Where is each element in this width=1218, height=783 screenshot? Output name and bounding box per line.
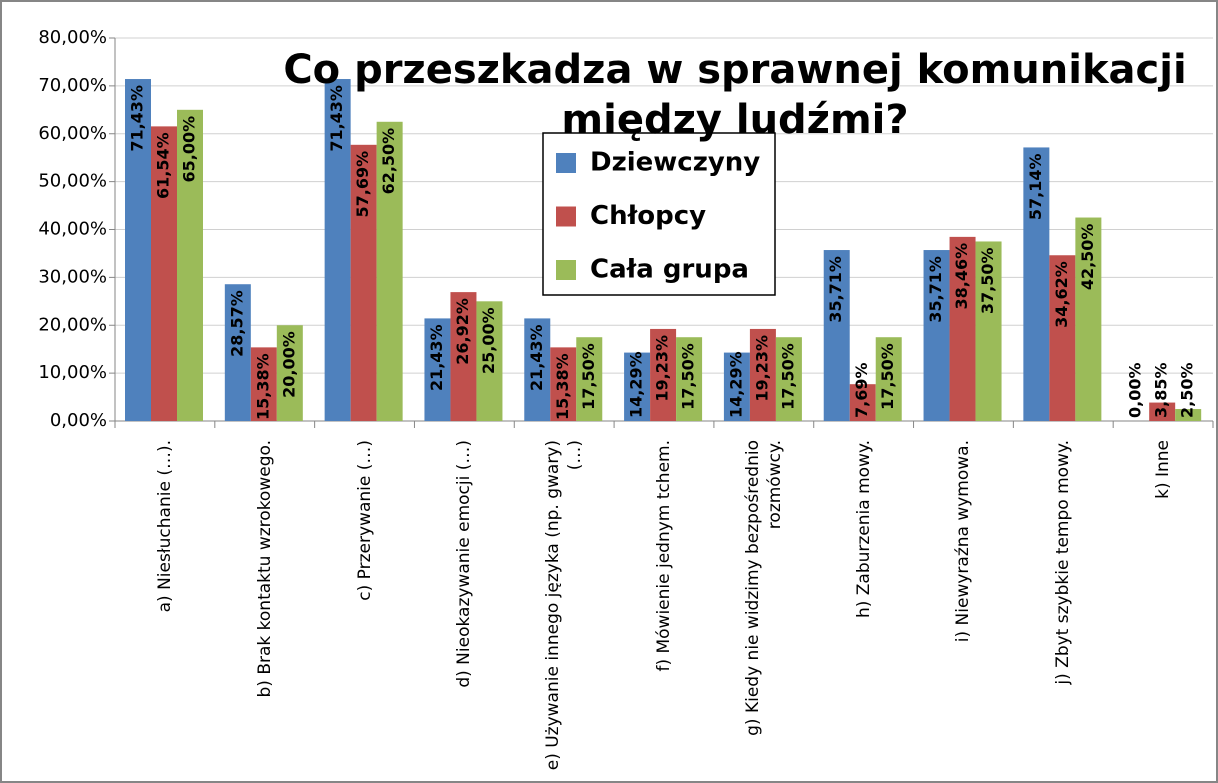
y-tick-label: 20,00% [38,314,107,335]
x-tick-label: e) Używanie innego języka (np. gwary) (…… [543,440,586,771]
value-label: 17,50% [579,343,598,410]
value-label: 15,38% [253,353,272,420]
y-tick-label: 30,00% [38,266,107,287]
bar [823,250,850,421]
value-label: 65,00% [180,116,199,183]
y-tick-label: 40,00% [38,219,107,240]
y-tick-label: 10,00% [38,362,107,383]
bar [775,337,802,421]
x-tick-label: g) Kiedy nie widzimy bezpośrednio rozmów… [742,440,785,736]
y-tick-label: 80,00% [38,27,107,48]
bar [1075,217,1102,421]
x-tick-label: i) Niewyraźna wymowa. [953,440,974,643]
value-label: 38,46% [952,243,971,310]
value-label: 71,43% [327,85,346,152]
value-label: 62,50% [379,128,398,195]
value-label: 57,14% [1026,153,1045,220]
bar [1175,409,1202,421]
bar [624,352,651,421]
bar [650,328,677,421]
value-label: 25,00% [479,307,498,374]
value-label: 14,29% [726,351,745,418]
value-label: 35,71% [826,256,845,323]
value-label: 34,62% [1052,261,1071,328]
bar [151,126,177,421]
legend-label: Dziewczyny [590,148,760,178]
value-label: 14,29% [627,351,646,418]
bar [324,79,351,422]
x-tick-label: h) Zaburzenia mowy. [853,440,874,619]
value-label: 21,43% [527,324,546,391]
value-label: 57,69% [353,151,372,218]
value-label: 35,71% [926,256,945,323]
value-label: 26,92% [453,298,472,365]
bar [949,236,976,421]
y-tick-label: 70,00% [38,75,107,96]
bar [276,325,303,421]
bar [224,284,251,421]
y-tick-label: 0,00% [50,410,107,431]
value-label: 7,69% [852,362,871,418]
bar [676,337,703,421]
bar [1149,402,1176,421]
value-label: 28,57% [227,290,246,357]
bar [476,301,503,421]
value-label: 61,54% [154,132,173,199]
x-tick-label: d) Nieokazywanie emocji (…) [454,440,475,688]
value-label: 3,85% [1152,362,1171,418]
bar [250,347,277,421]
legend-swatch [556,206,576,227]
bar [975,241,1002,421]
value-label: 2,50% [1178,362,1197,418]
x-tick-label: j) Zbyt szybkie tempo mowy. [1053,440,1074,685]
legend-box [542,132,776,296]
value-label: 17,50% [878,343,897,410]
x-tick-label: a) Niesłuchanie (…). [154,440,175,613]
bar [125,79,151,422]
bar [376,121,403,421]
x-tick-label: c) Przerywanie (…) [354,440,375,601]
bar [177,109,203,421]
chart-title: Co przeszkadza w sprawnej komunikacji mi… [283,47,1187,143]
value-label: 19,23% [752,335,771,402]
bar [1023,147,1050,421]
bar [875,337,902,421]
value-label: 71,43% [128,85,147,152]
x-tick-label: f) Mówienie jednym tchem. [654,440,674,672]
bar [524,318,551,421]
bar [350,144,377,421]
legend-swatch [556,153,576,173]
y-tick-label: 60,00% [38,123,107,144]
x-tick-label: b) Brak kontaktu wzrokowego. [254,440,275,698]
bar [450,292,477,421]
y-tick-label: 50,00% [38,171,107,192]
value-label: 21,43% [427,324,446,391]
value-label: 37,50% [978,247,997,314]
legend-label: Chłopcy [590,201,706,231]
x-tick-label: k) Inne [1153,440,1174,499]
bar [550,347,577,421]
bar [576,337,603,421]
value-label: 20,00% [279,331,298,398]
value-label: 19,23% [653,335,672,402]
value-label: 15,38% [553,353,572,420]
value-label: 17,50% [778,343,797,410]
value-label: 17,50% [679,343,698,410]
value-label: 0,00% [1126,362,1145,418]
bar [923,250,950,421]
value-label: 42,50% [1078,224,1097,291]
bar [749,328,776,421]
bar [723,352,750,421]
legend-label: Cała grupa [590,255,749,285]
bar [1049,255,1076,421]
bar [424,318,451,421]
bar [849,384,876,421]
legend-swatch [556,260,576,280]
